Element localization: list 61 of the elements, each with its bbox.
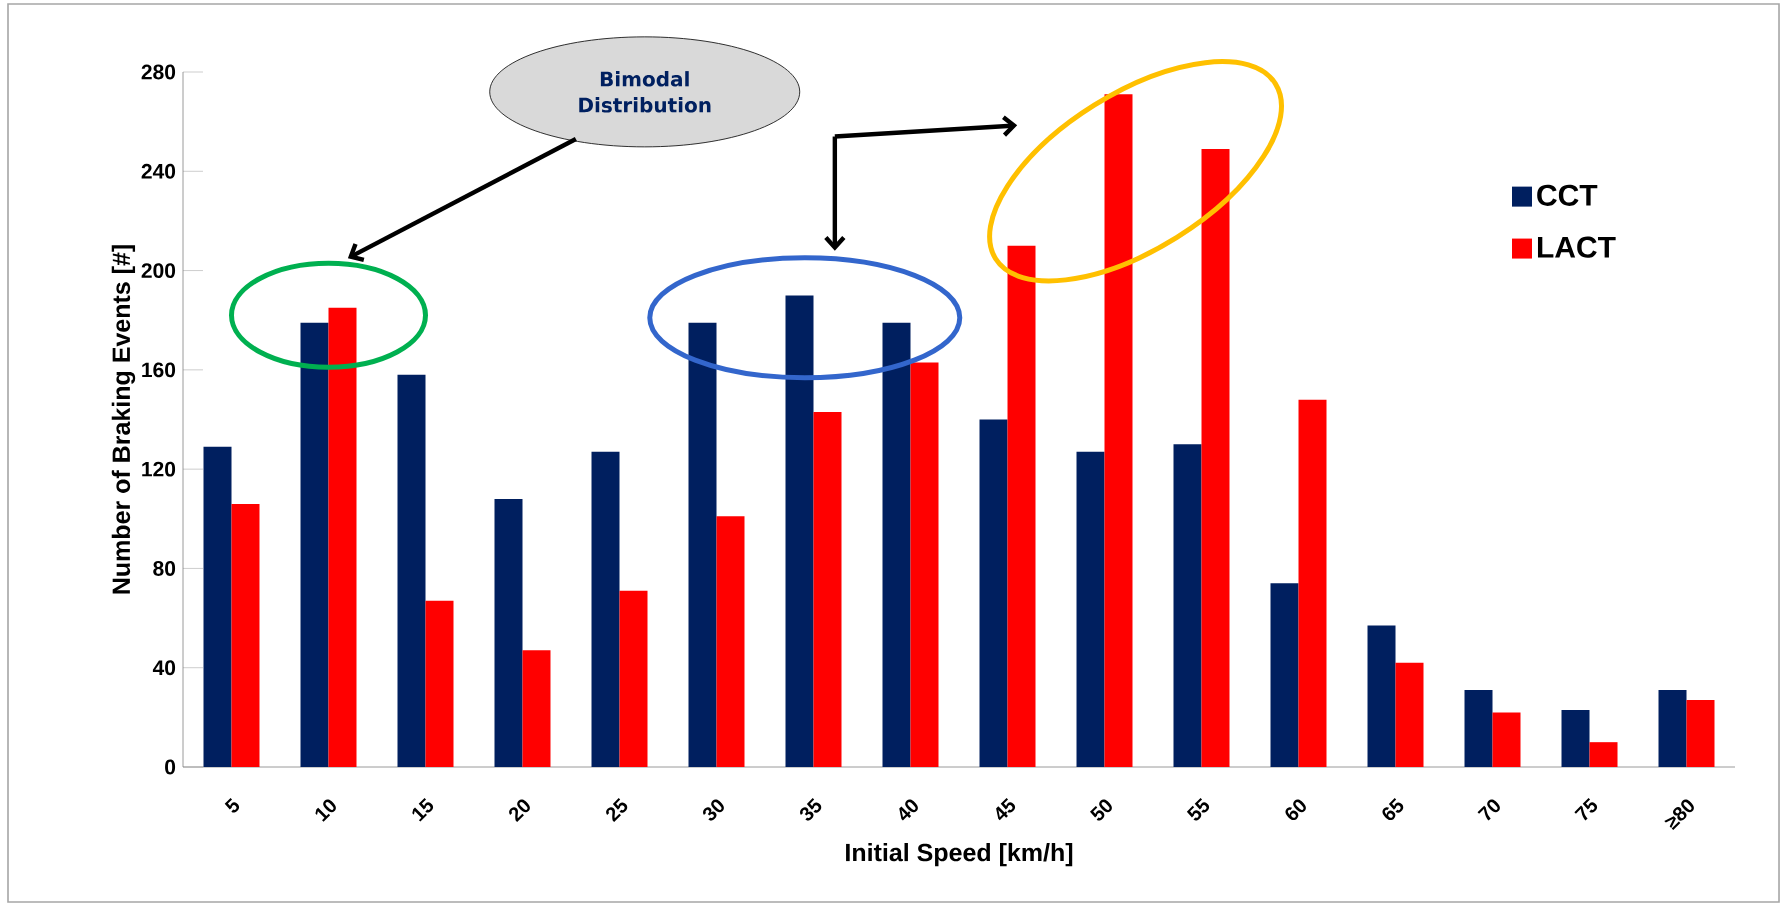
bar: [1492, 712, 1521, 767]
y-tick-label: 80: [153, 561, 176, 576]
bar: [203, 446, 232, 767]
x-tick-label: 45: [996, 797, 1016, 821]
bar: [1076, 451, 1105, 767]
bar: [328, 307, 357, 767]
x-tick-label: 55: [1186, 797, 1210, 821]
x-tick-label: 20: [509, 799, 530, 823]
y-tick-label: 120: [142, 461, 176, 477]
bar: [494, 498, 523, 767]
bar: [1395, 662, 1424, 767]
bar: [785, 295, 814, 767]
bar: [425, 600, 454, 767]
x-tick-label: 60: [1285, 799, 1306, 821]
legend-label: LACT: [1537, 236, 1616, 258]
y-tick-label: 40: [152, 660, 176, 676]
bar: [1173, 444, 1202, 767]
x-tick-label: ≥80: [1664, 799, 1694, 831]
x-tick-label: 15: [412, 797, 434, 822]
bar: [1201, 148, 1230, 767]
bar: [1298, 399, 1327, 767]
y-tick-label: 200: [141, 263, 176, 279]
x-tick-label: 65: [1382, 798, 1404, 821]
bar: [1464, 690, 1493, 767]
bar: [1367, 625, 1396, 767]
bar: [1561, 709, 1590, 767]
x-tick-label: 10: [315, 799, 336, 822]
y-tick-label: 240: [141, 163, 176, 179]
bar: [979, 419, 1008, 767]
annotation: Bimodal Distribution: [579, 71, 711, 113]
y-tick-label: 0: [165, 759, 176, 775]
y-axis-title: Number of Braking Events [#]: [111, 245, 136, 594]
bar: [716, 516, 745, 767]
bar: [1589, 742, 1618, 767]
x-tick-label: 5: [224, 797, 240, 813]
x-axis-title: Initial Speed [km/h]: [846, 842, 1073, 867]
bar: [910, 362, 939, 767]
x-tick-label: 25: [606, 798, 628, 823]
x-tick-label: 35: [800, 798, 822, 821]
y-tick-label: 280: [141, 64, 176, 80]
bar: [1658, 690, 1687, 767]
bar: [300, 322, 329, 767]
bar: [1686, 699, 1715, 767]
bar: [882, 322, 911, 767]
bar: [397, 374, 426, 767]
bar: [1104, 94, 1133, 767]
bar: [1270, 583, 1299, 767]
bar: [1007, 245, 1036, 767]
bar: [813, 412, 842, 767]
bar: [688, 322, 717, 767]
bar: [522, 650, 551, 767]
bar: [619, 590, 648, 767]
legend-label: CCT: [1537, 184, 1598, 206]
x-tick-label: 75: [1574, 797, 1598, 821]
bar: [231, 503, 260, 767]
bar: [591, 451, 620, 767]
y-tick-label: 160: [142, 362, 176, 378]
x-tick-label: 30: [703, 799, 724, 821]
x-tick-label: 70: [1477, 799, 1500, 821]
x-tick-label: 50: [1089, 799, 1112, 821]
x-tick-label: 40: [899, 799, 918, 821]
